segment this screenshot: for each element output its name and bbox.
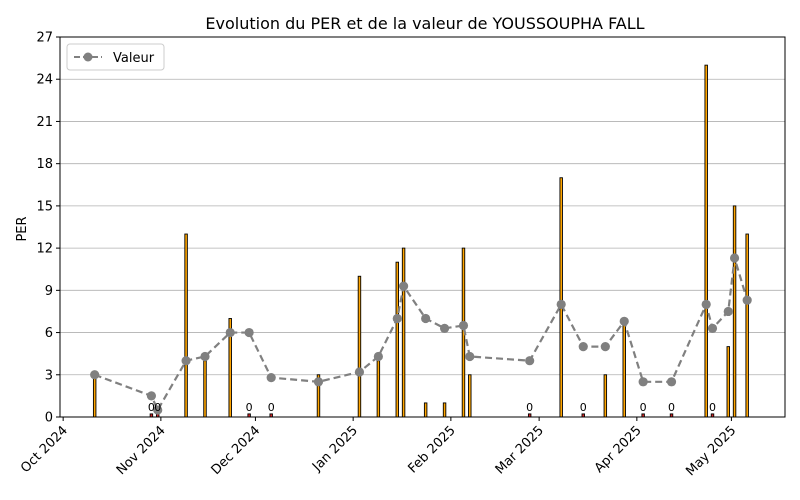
per-bar	[603, 374, 608, 418]
valeur-point	[458, 320, 469, 331]
y-tick-label: 12	[36, 242, 53, 257]
y-tick-label: 27	[36, 31, 53, 46]
per-bar	[401, 247, 406, 418]
per-bar	[745, 233, 749, 418]
x-tick-label: Oct 2024	[18, 423, 71, 476]
valeur-point	[723, 306, 733, 317]
valeur-point	[525, 356, 535, 366]
valeur-point	[354, 367, 365, 377]
per-bar	[622, 318, 626, 418]
valeur-line	[94, 257, 749, 413]
grid-lines	[60, 36, 785, 418]
legend: Valeur	[66, 43, 165, 71]
bar-value-label: 0	[709, 401, 716, 414]
y-tick-label: 3	[45, 368, 53, 383]
per-bars	[92, 64, 749, 418]
valeur-point	[439, 323, 450, 333]
bar-value-label: 0	[640, 401, 647, 414]
valeur-point	[701, 299, 711, 310]
valeur-point	[398, 281, 409, 291]
chart-title: Evolution du PER et de la valeur de YOUS…	[205, 14, 644, 33]
valeur-point	[600, 342, 610, 352]
x-tick-label: Apr 2025	[592, 423, 645, 476]
valeur-point	[707, 323, 718, 333]
valeur-point	[619, 316, 629, 326]
x-tick-label: Dec 2024	[209, 423, 264, 478]
legend-marker-swatch	[83, 52, 93, 62]
bar-value-label: 0	[526, 401, 533, 414]
valeur-point	[90, 370, 100, 380]
valeur-point	[313, 377, 324, 387]
valeur-point	[729, 253, 740, 263]
bar-value-label: 0	[668, 401, 675, 414]
per-bar	[423, 402, 428, 418]
x-tick-label: Mar 2025	[493, 423, 547, 477]
valeur-series	[90, 253, 752, 415]
per-bar	[704, 64, 708, 418]
valeur-point	[181, 356, 191, 366]
x-tick-label: May 2025	[683, 423, 739, 479]
y-tick-label: 6	[45, 326, 53, 341]
per-bar	[559, 177, 563, 418]
valeur-point	[638, 377, 648, 387]
per-bar	[732, 205, 737, 418]
y-tick-label: 0	[45, 411, 53, 426]
per-bar	[357, 275, 362, 418]
y-tick-label: 15	[36, 199, 53, 214]
x-tick-label: Feb 2025	[405, 423, 458, 476]
valeur-point	[225, 327, 235, 338]
per-bar	[726, 346, 730, 418]
bar-value-label: 0	[268, 401, 275, 414]
x-axis: Oct 2024 Nov 2024 Dec 2024 Jan 2025 Feb 2025…	[18, 417, 739, 479]
y-axis-label: PER	[15, 216, 30, 241]
valeur-point	[200, 351, 210, 362]
y-axis: 0 3 6 9 12 15 18 21 24 27	[36, 31, 60, 426]
plot-frame	[59, 36, 786, 418]
bar-value-label: 0	[154, 401, 161, 414]
per-bar	[395, 261, 399, 418]
per-bar	[376, 360, 381, 418]
per-bar	[442, 402, 447, 418]
valeur-point	[421, 313, 431, 324]
y-tick-label: 24	[36, 73, 53, 88]
valeur-point	[392, 313, 402, 324]
legend-box	[66, 43, 165, 71]
per-bar	[468, 374, 472, 418]
valeur-point	[244, 327, 254, 338]
valeur-point	[266, 372, 276, 383]
y-tick-label: 9	[45, 284, 53, 299]
y-tick-label: 18	[36, 157, 53, 172]
valeur-point	[556, 299, 566, 310]
bar-value-label: 0	[580, 401, 587, 414]
valeur-point	[578, 342, 588, 352]
per-bar	[184, 233, 188, 418]
valeur-point	[465, 351, 475, 362]
valeur-point	[373, 351, 383, 362]
per-bar	[92, 374, 97, 418]
bar-value-label: 0	[148, 401, 155, 414]
legend-label-valeur: Valeur	[113, 51, 155, 66]
x-tick-label: Jan 2025	[309, 423, 361, 475]
per-bar	[203, 360, 207, 418]
bar-value-label: 0	[246, 401, 253, 414]
valeur-point	[146, 391, 157, 401]
valeur-point	[666, 377, 677, 387]
y-tick-label: 21	[36, 115, 53, 130]
valeur-point	[153, 405, 163, 415]
valeur-point	[742, 295, 752, 305]
x-tick-label: Nov 2024	[114, 423, 169, 478]
